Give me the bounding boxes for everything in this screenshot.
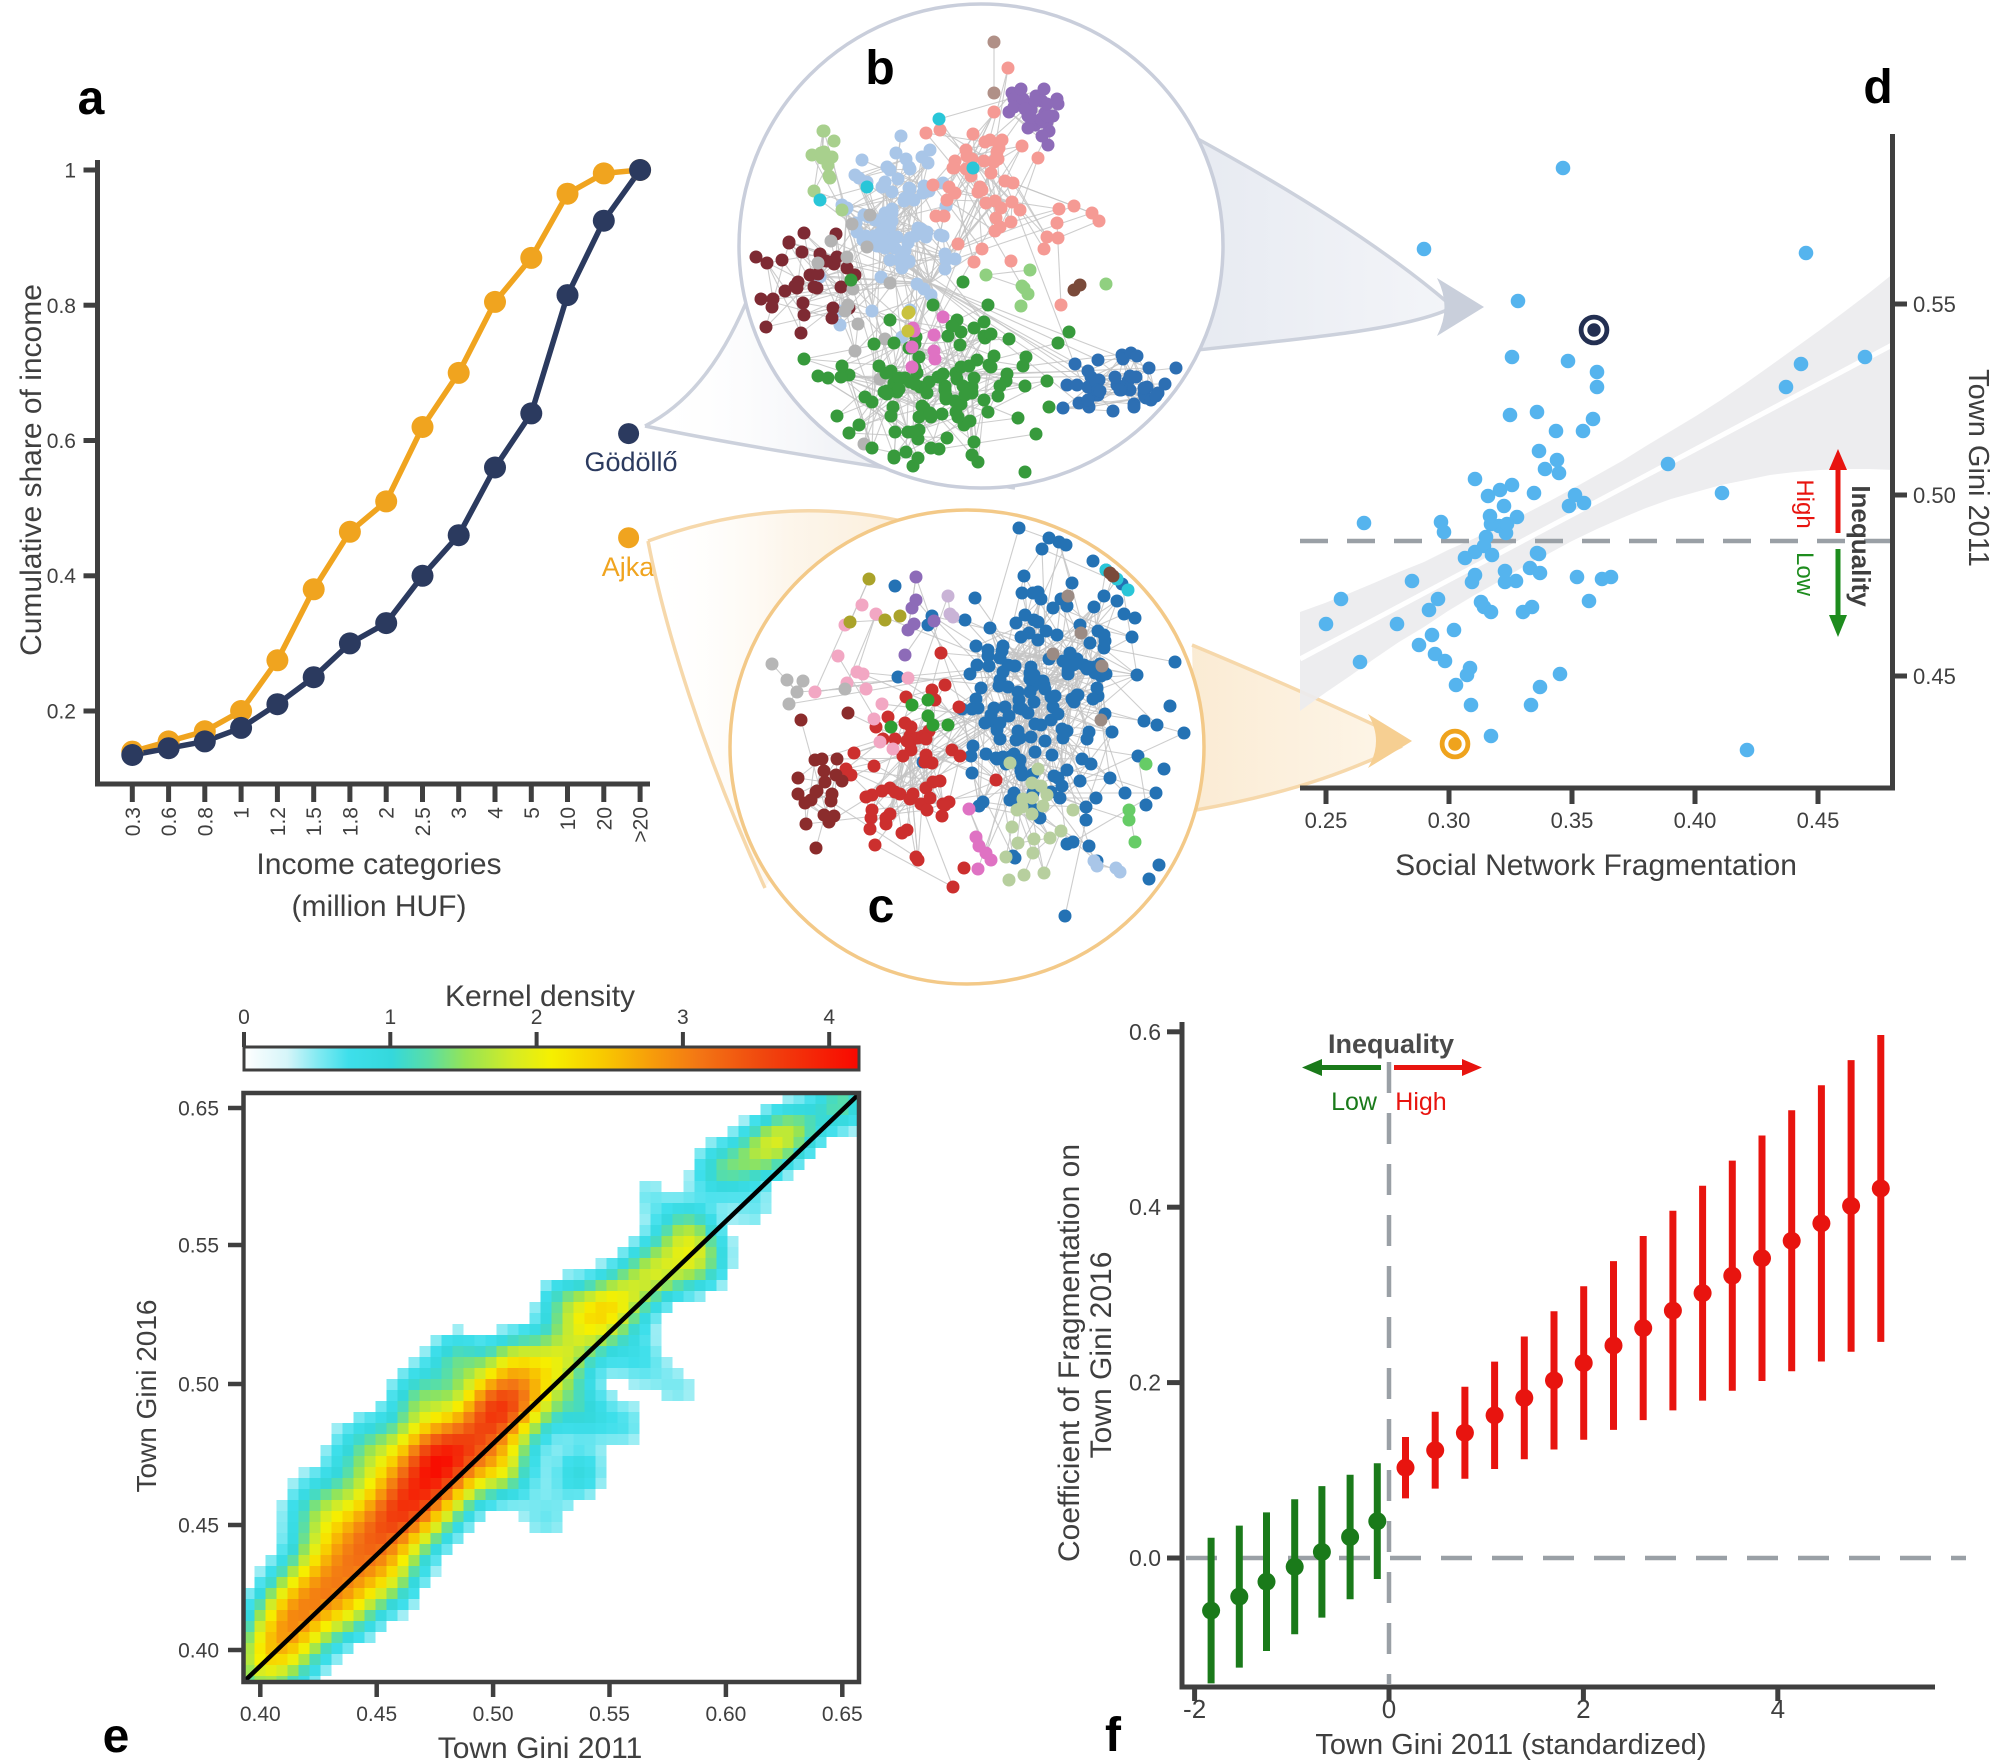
- svg-text:Town Gini 2011 (standardized): Town Gini 2011 (standardized): [1315, 1729, 1706, 1760]
- svg-text:4: 4: [1771, 1694, 1785, 1724]
- svg-text:0.6: 0.6: [47, 430, 76, 453]
- svg-text:2: 2: [531, 1006, 543, 1029]
- svg-text:1: 1: [384, 1006, 396, 1029]
- svg-text:10: 10: [557, 807, 580, 830]
- svg-text:0.50: 0.50: [178, 1374, 219, 1397]
- svg-text:Inequality: Inequality: [1328, 1029, 1454, 1059]
- svg-text:5: 5: [521, 807, 544, 819]
- svg-text:f: f: [1105, 1709, 1122, 1760]
- svg-text:0.60: 0.60: [705, 1703, 746, 1726]
- svg-text:0.45: 0.45: [1797, 808, 1840, 833]
- svg-text:Inequality: Inequality: [1846, 485, 1876, 607]
- svg-text:Coefficient of Fragmentation o: Coefficient of Fragmentation on: [1053, 1144, 1086, 1562]
- svg-text:(million HUF): (million HUF): [292, 890, 467, 923]
- svg-text:High: High: [1395, 1088, 1446, 1116]
- svg-text:Gödöllő: Gödöllő: [584, 447, 677, 477]
- svg-text:High: High: [1791, 479, 1818, 528]
- svg-text:0.2: 0.2: [47, 701, 76, 724]
- svg-text:0.2: 0.2: [1129, 1370, 1161, 1396]
- svg-text:0.4: 0.4: [1129, 1194, 1161, 1220]
- svg-text:4: 4: [823, 1006, 835, 1029]
- svg-text:Income categories: Income categories: [256, 848, 501, 881]
- svg-text:1.5: 1.5: [303, 807, 326, 836]
- svg-text:0.65: 0.65: [178, 1098, 219, 1121]
- svg-text:0.8: 0.8: [194, 807, 217, 836]
- svg-text:0.8: 0.8: [47, 295, 76, 318]
- svg-text:c: c: [868, 880, 895, 933]
- svg-text:Town Gini 2016: Town Gini 2016: [1085, 1252, 1118, 1459]
- svg-text:3: 3: [677, 1006, 689, 1029]
- svg-text:0.25: 0.25: [1305, 808, 1348, 833]
- svg-text:0.0: 0.0: [1129, 1545, 1161, 1571]
- svg-text:1: 1: [231, 807, 254, 819]
- svg-text:2: 2: [1576, 1694, 1590, 1724]
- svg-text:Town Gini 2011: Town Gini 2011: [438, 1732, 643, 1760]
- svg-text:0.40: 0.40: [240, 1703, 281, 1726]
- svg-text:0.35: 0.35: [1551, 808, 1594, 833]
- svg-text:3: 3: [448, 807, 471, 819]
- svg-text:0.3: 0.3: [122, 807, 145, 836]
- svg-text:0.6: 0.6: [1129, 1019, 1161, 1045]
- svg-text:0.55: 0.55: [589, 1703, 630, 1726]
- svg-text:0.50: 0.50: [1913, 483, 1956, 508]
- svg-text:0.45: 0.45: [356, 1703, 397, 1726]
- svg-text:1: 1: [64, 160, 76, 183]
- svg-text:1.8: 1.8: [339, 807, 362, 836]
- svg-text:>20: >20: [630, 807, 653, 843]
- svg-text:0: 0: [238, 1006, 250, 1029]
- svg-text:4: 4: [485, 807, 508, 819]
- svg-text:0.65: 0.65: [822, 1703, 863, 1726]
- svg-text:0.40: 0.40: [1674, 808, 1717, 833]
- svg-text:b: b: [865, 42, 894, 95]
- svg-text:Low: Low: [1331, 1088, 1378, 1116]
- svg-text:0.45: 0.45: [178, 1515, 219, 1538]
- svg-text:0.4: 0.4: [47, 565, 77, 588]
- svg-text:0: 0: [1382, 1694, 1396, 1724]
- svg-text:0.45: 0.45: [1913, 664, 1956, 689]
- svg-text:0.40: 0.40: [178, 1640, 219, 1663]
- svg-text:0.30: 0.30: [1428, 808, 1471, 833]
- svg-text:0.50: 0.50: [473, 1703, 514, 1726]
- svg-text:-2: -2: [1183, 1694, 1206, 1724]
- svg-text:a: a: [78, 72, 105, 125]
- svg-text:Ajka: Ajka: [602, 552, 656, 582]
- svg-text:Town Gini 2011: Town Gini 2011: [1962, 369, 1992, 567]
- svg-text:Low: Low: [1791, 552, 1818, 597]
- svg-text:Kernel density: Kernel density: [445, 980, 635, 1013]
- svg-text:0.55: 0.55: [1913, 292, 1956, 317]
- svg-text:1.2: 1.2: [267, 807, 290, 836]
- svg-text:Cumulative share of income: Cumulative share of income: [15, 284, 48, 656]
- svg-text:d: d: [1863, 61, 1892, 114]
- svg-text:0.6: 0.6: [158, 807, 181, 836]
- svg-text:Town Gini 2016: Town Gini 2016: [131, 1299, 162, 1492]
- svg-text:2: 2: [376, 807, 399, 819]
- svg-text:20: 20: [593, 807, 616, 830]
- svg-text:Social Network Fragmentation: Social Network Fragmentation: [1395, 849, 1797, 882]
- svg-text:2.5: 2.5: [412, 807, 435, 836]
- svg-text:0.55: 0.55: [178, 1235, 219, 1258]
- svg-text:e: e: [103, 1710, 130, 1760]
